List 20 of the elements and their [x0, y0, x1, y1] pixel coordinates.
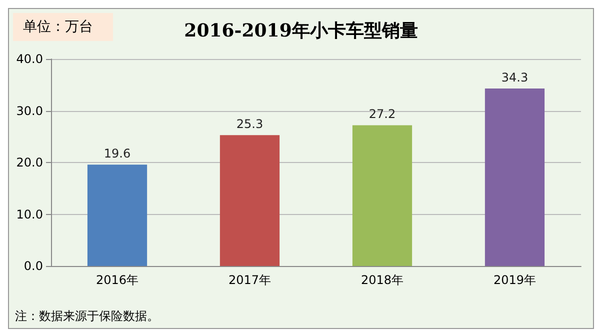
y-tick-label: 0.0 — [24, 259, 43, 273]
bar — [352, 125, 412, 266]
data-label: 27.2 — [368, 107, 396, 122]
bar — [220, 135, 280, 266]
text: 注：数据来源于保险数据。 — [15, 309, 159, 323]
y-tick-label: 40.0 — [16, 52, 43, 66]
x-tick-label: 2016年 — [96, 273, 139, 287]
data-label: 19.6 — [104, 146, 131, 161]
y-tick-label: 10.0 — [16, 207, 43, 222]
x-tick-label: 2017年 — [228, 273, 272, 287]
chart-title: 2016-2019年小卡车型销量 — [184, 20, 418, 42]
x-tick-label: 2019年 — [493, 273, 536, 287]
x-tick-label: 2018年 — [360, 273, 404, 287]
y-axis-title: 单位：万台 — [23, 19, 93, 35]
bar — [484, 88, 545, 266]
y-tick-label: 30.0 — [16, 104, 43, 118]
y-tick-label: 20.0 — [16, 156, 43, 170]
data-label: 25.3 — [236, 117, 264, 132]
bar — [87, 164, 148, 266]
data-label: 34.3 — [501, 70, 528, 84]
